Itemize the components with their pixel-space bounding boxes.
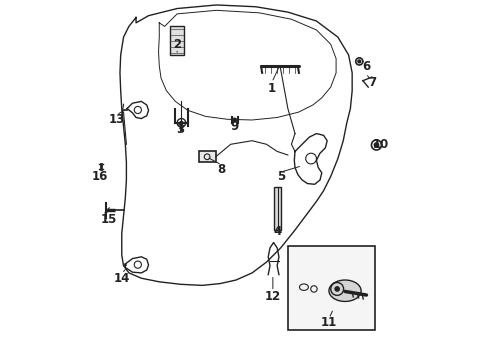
Circle shape <box>233 118 237 122</box>
Text: 8: 8 <box>218 163 226 176</box>
Text: 11: 11 <box>321 316 337 329</box>
Text: 5: 5 <box>276 170 285 183</box>
Text: 13: 13 <box>108 113 124 126</box>
Text: 3: 3 <box>176 123 185 136</box>
Text: 10: 10 <box>372 138 389 151</box>
Circle shape <box>358 60 361 63</box>
Text: 12: 12 <box>265 289 281 303</box>
Text: 2: 2 <box>173 38 181 51</box>
Bar <box>273 187 281 230</box>
Text: 6: 6 <box>362 60 370 73</box>
Bar <box>288 246 375 330</box>
Text: 16: 16 <box>92 170 108 183</box>
Text: 4: 4 <box>273 225 281 238</box>
Text: 7: 7 <box>368 76 376 89</box>
Circle shape <box>335 287 339 291</box>
Bar <box>198 152 216 162</box>
Text: 9: 9 <box>230 120 239 133</box>
Text: 15: 15 <box>100 213 117 226</box>
Bar <box>170 26 184 55</box>
Text: 1: 1 <box>268 82 276 95</box>
Circle shape <box>374 143 379 147</box>
Circle shape <box>180 121 183 124</box>
Text: 14: 14 <box>114 272 130 285</box>
Ellipse shape <box>329 280 361 301</box>
